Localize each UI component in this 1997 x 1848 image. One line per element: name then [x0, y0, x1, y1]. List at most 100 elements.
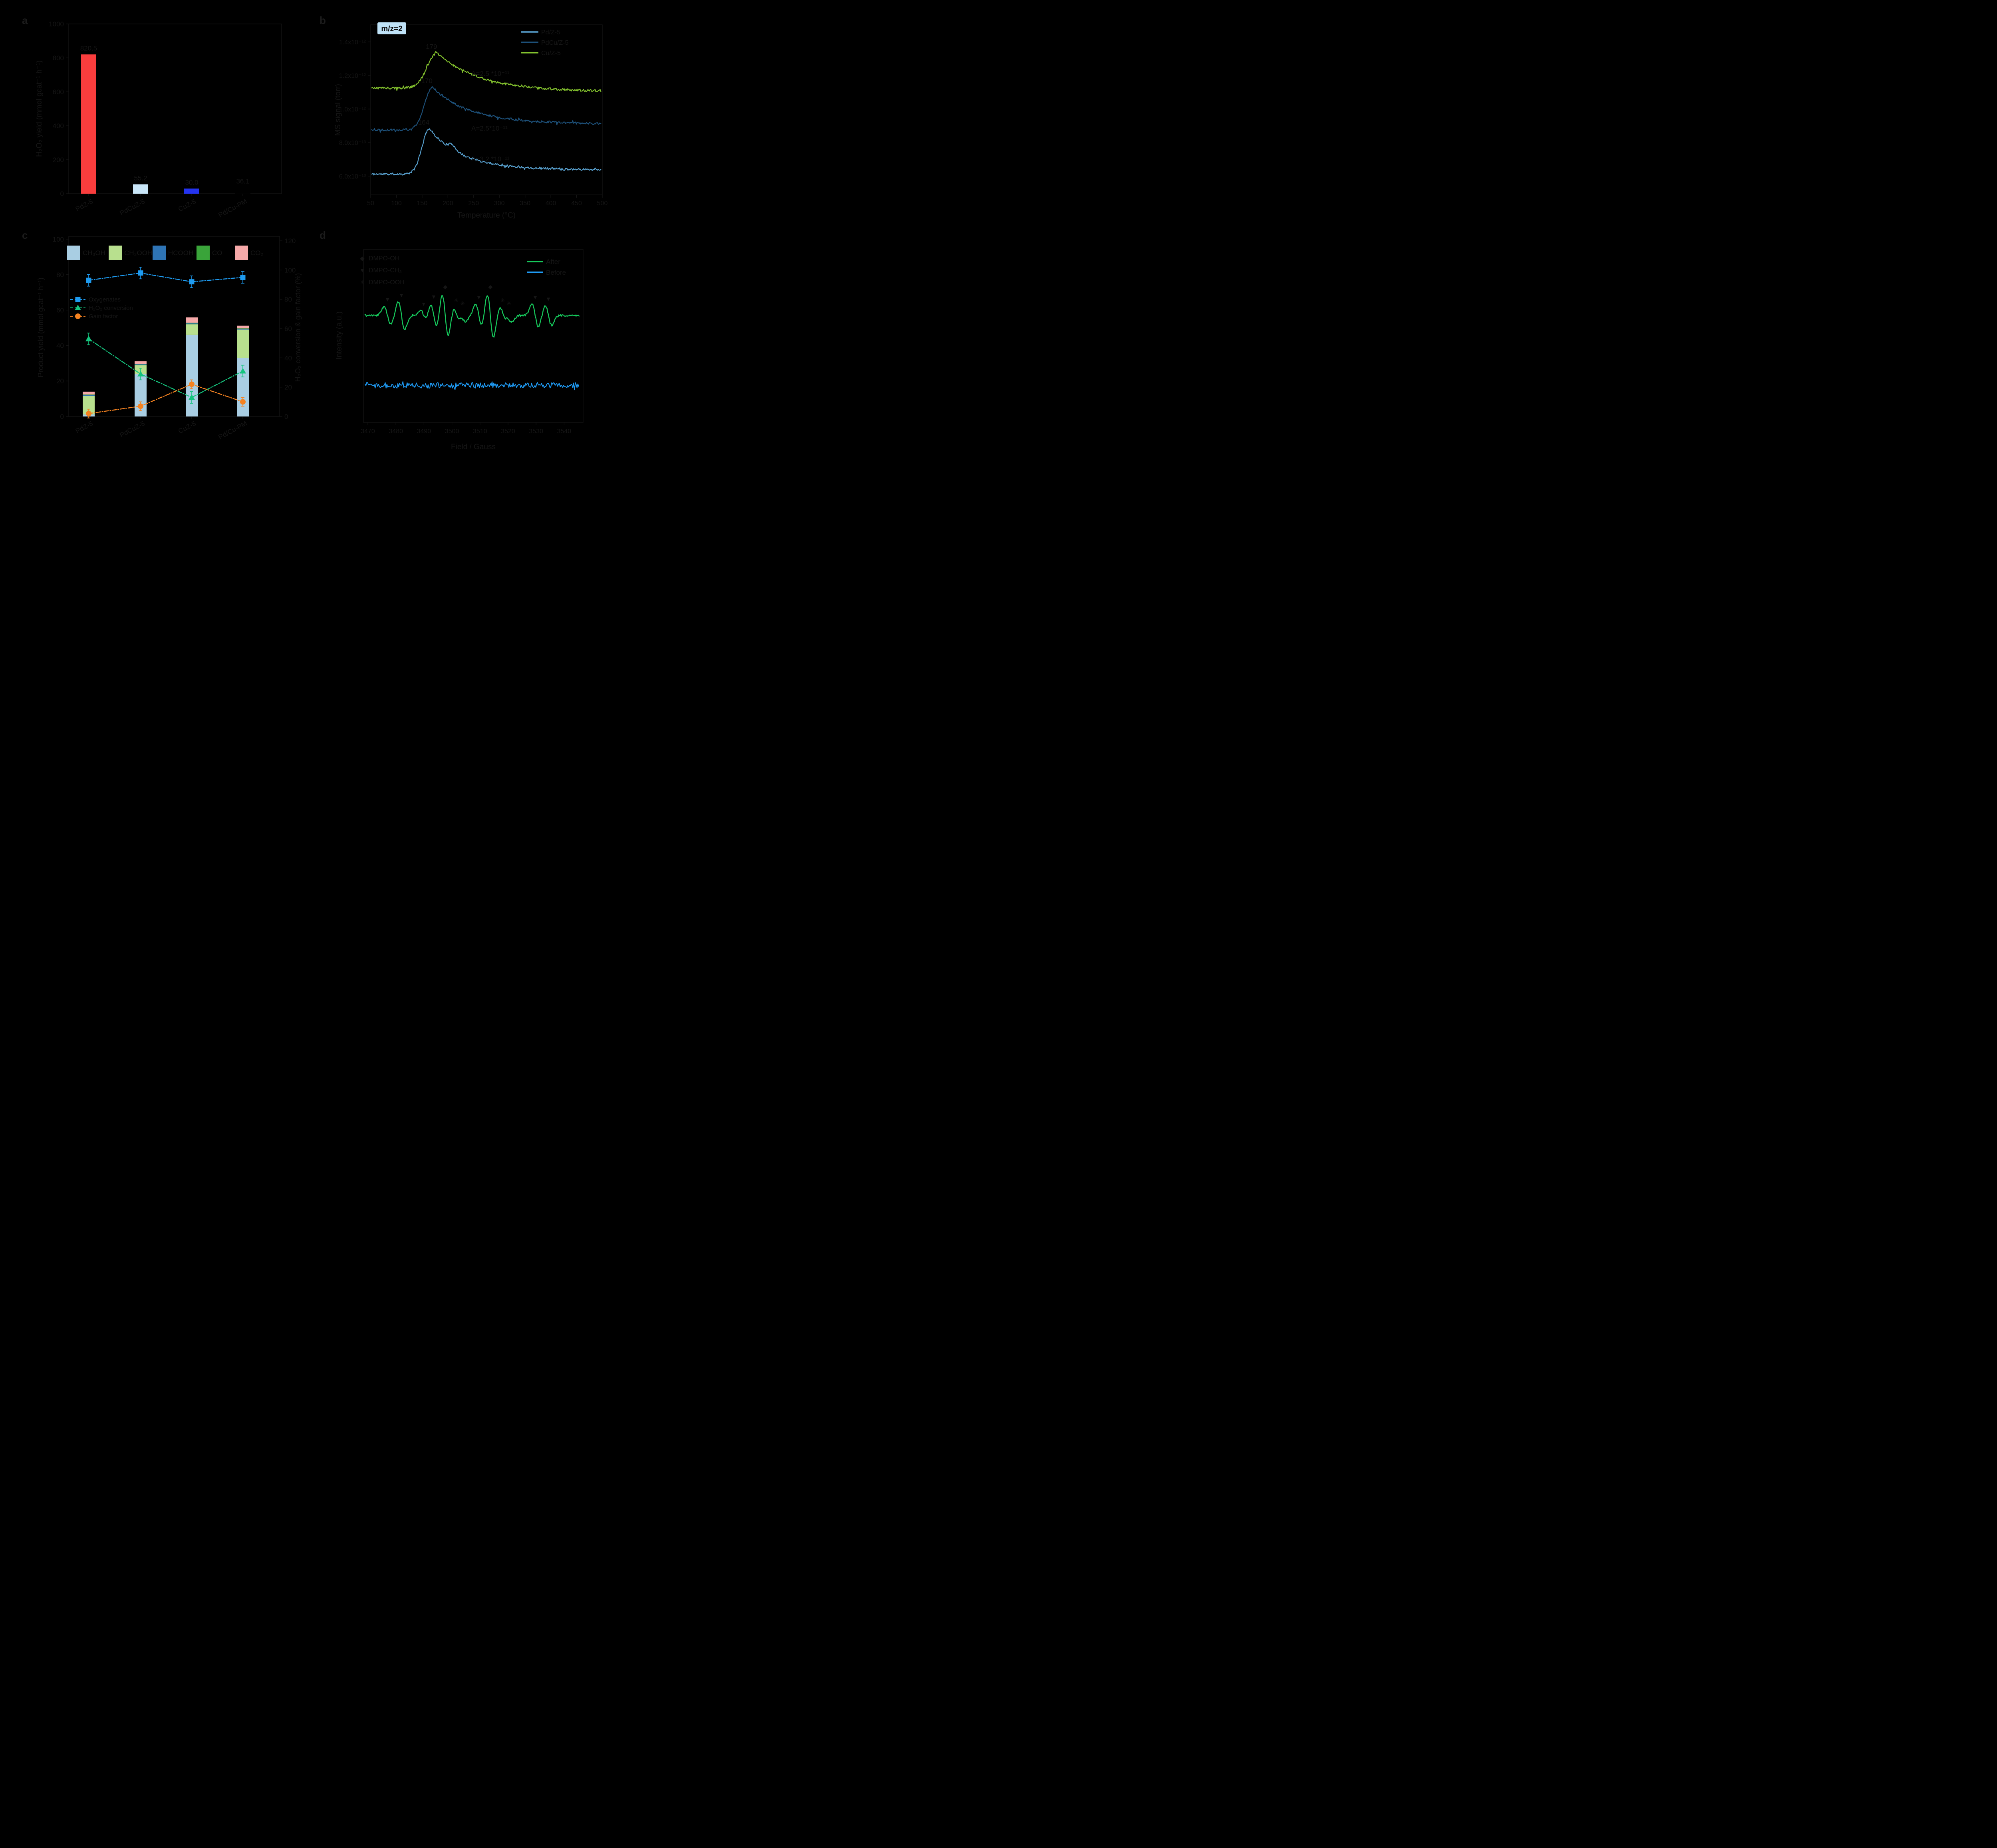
- x-tick-label: 3520: [501, 428, 515, 435]
- plot-frame: [68, 236, 280, 417]
- marker-circle: [86, 410, 91, 416]
- x-category-label: PdCuZ-5: [119, 198, 146, 217]
- panel-a-h2o2-yield-bar-chart: 0 200 400 600 800 1000 H₂O₂ yield (mmol gcat⁻¹…: [35, 20, 282, 219]
- legend-swatch-CH₃OH: [67, 246, 80, 260]
- legend-label-product: CO₂: [250, 249, 263, 257]
- x-tick-label: 450: [571, 200, 582, 207]
- trace-Cu/Z-5: [371, 51, 601, 92]
- x-tick-label: 3510: [473, 428, 487, 435]
- bar-segment-HCOOH: [237, 329, 249, 330]
- x-axis-title: Temperature (°C): [457, 211, 516, 220]
- legend-label-marker: H₂O₂ conversion: [89, 305, 133, 311]
- y-tick-label: 6.0x10⁻¹³: [339, 173, 366, 180]
- y-tick-label: 0: [60, 190, 64, 198]
- bar-PdZ-5: [81, 54, 96, 194]
- panel-label-a: a: [22, 14, 28, 26]
- x-category-label: Pd/Cu-PM: [217, 420, 248, 441]
- peak-marker-▼: ▼: [431, 293, 437, 300]
- bar-segment-CH₃OOH: [237, 329, 249, 358]
- adduct-label: DMPO-CH₃: [369, 267, 402, 274]
- marker-triangle: [240, 368, 246, 374]
- marker-triangle: [137, 371, 144, 377]
- marker-square: [86, 278, 91, 283]
- legend-swatch-CO₂: [235, 246, 248, 260]
- y-tick-label: 600: [53, 88, 64, 96]
- y-tick-label-right: 120: [284, 237, 296, 245]
- peak-marker-▼: ▼: [546, 295, 551, 302]
- y-tick-label-left: 0: [60, 413, 64, 420]
- y-tick-label-right: 80: [284, 296, 292, 303]
- peak-marker-✳: ✳: [460, 300, 465, 306]
- panel-d-epr-spectra-chart: 3470 3480 3490 3500 3510 3520 3530 3540 Field / …: [335, 249, 584, 451]
- y-tick-label: 1.4x10⁻¹²: [339, 39, 366, 46]
- bar-segment-HCOOH: [135, 364, 147, 365]
- marker-circle: [75, 313, 81, 319]
- bar-PdCuZ-5: [133, 184, 148, 194]
- x-tick-label: 3470: [361, 428, 375, 435]
- marker-triangle: [75, 305, 81, 310]
- marker-line-H₂O₂ conversion: [88, 338, 244, 398]
- y-tick-label: 1.0x10⁻¹²: [339, 106, 366, 113]
- bar-segment-CO₂: [237, 325, 249, 329]
- marker-square: [240, 275, 246, 280]
- peak-marker-▼: ▼: [421, 301, 427, 307]
- legend-label-product: HCOOH: [168, 249, 193, 257]
- x-tick-label: 3490: [417, 428, 431, 435]
- peak-temp-label: 179: [426, 43, 437, 50]
- marker-triangle: [189, 394, 195, 400]
- panel-c-product-distribution-chart: 0 20 40 60 80 100 0 20 40 60 80 100 120 Product yield…: [37, 236, 302, 441]
- marker-circle: [240, 399, 246, 405]
- trace-after: [364, 295, 580, 338]
- adduct-label: DMPO-OOH: [369, 279, 405, 286]
- legend-label: Pd/Z-5: [541, 29, 560, 36]
- y-tick-label-left: 100: [53, 236, 64, 243]
- bar-CuZ-5: [184, 188, 199, 194]
- y-axis-title: MS signal (torr): [334, 84, 342, 136]
- trace-Pd/Z-5: [371, 128, 601, 176]
- marker-line-Gain factor: [88, 384, 244, 414]
- peak-temp-label: 170: [421, 77, 432, 85]
- x-category-label: CuZ-5: [177, 420, 197, 435]
- x-tick-label: 150: [417, 200, 428, 207]
- legend-swatch-HCOOH: [153, 246, 166, 260]
- area-annotation: A=2.5 *10⁻¹¹: [471, 70, 510, 77]
- peak-marker-✳: ✳: [454, 297, 459, 303]
- bar-Pd/Cu-PM: [235, 187, 250, 194]
- x-tick-label: 3540: [557, 428, 572, 435]
- peak-marker-✳: ✳: [500, 297, 505, 303]
- y-tick-label-left: 40: [56, 342, 64, 349]
- legend-swatch-CH₃OOH: [109, 246, 122, 260]
- mz-badge-label: m/z=2: [381, 25, 402, 33]
- bar-segment-CH₃OH: [186, 335, 198, 416]
- x-tick-label: 3500: [445, 428, 459, 435]
- peak-marker-▼: ▼: [399, 292, 404, 298]
- legend-label-marker: Oxygenates: [89, 296, 121, 303]
- bar-value-label: 36.1: [236, 178, 249, 185]
- marker-line-Oxygenates: [88, 272, 244, 282]
- x-tick-label: 200: [443, 200, 453, 207]
- x-tick-label: 3530: [529, 428, 543, 435]
- legend-label-product: CH₃OH: [83, 249, 105, 257]
- x-category-label: PdCuZ-5: [119, 420, 146, 439]
- figure-root: a b c d 0 200 400 600 800 1000 H₂O₂ yield (mmo…: [0, 0, 619, 462]
- bar-segment-CO: [237, 328, 249, 329]
- y-tick-label: 1.2x10⁻¹²: [339, 73, 366, 79]
- adduct-symbol: ◆: [360, 255, 365, 262]
- legend-label-product: CH₃OOH: [124, 249, 152, 257]
- plot-frame: [363, 249, 584, 423]
- area-annotation: A=3.2 *10⁻¹¹: [471, 155, 510, 163]
- y-tick-label-left: 80: [56, 271, 64, 279]
- marker-circle: [138, 403, 143, 409]
- bar-segment-CO₂: [83, 391, 95, 395]
- bar-segment-CH₃OOH: [186, 324, 198, 335]
- y-tick-label: 800: [53, 54, 64, 62]
- adduct-label: DMPO-OH: [369, 255, 399, 262]
- y-tick-label: 8.0x10⁻¹³: [339, 140, 366, 147]
- y-tick-label-left: 20: [56, 377, 64, 385]
- legend-label: Before: [546, 269, 566, 276]
- area-annotation: A=2.5*10⁻¹¹: [471, 125, 508, 132]
- peak-marker-✳: ✳: [506, 300, 511, 306]
- mz-badge-box: [377, 22, 406, 34]
- marker-square: [189, 279, 195, 285]
- bar-segment-CO₂: [186, 317, 198, 323]
